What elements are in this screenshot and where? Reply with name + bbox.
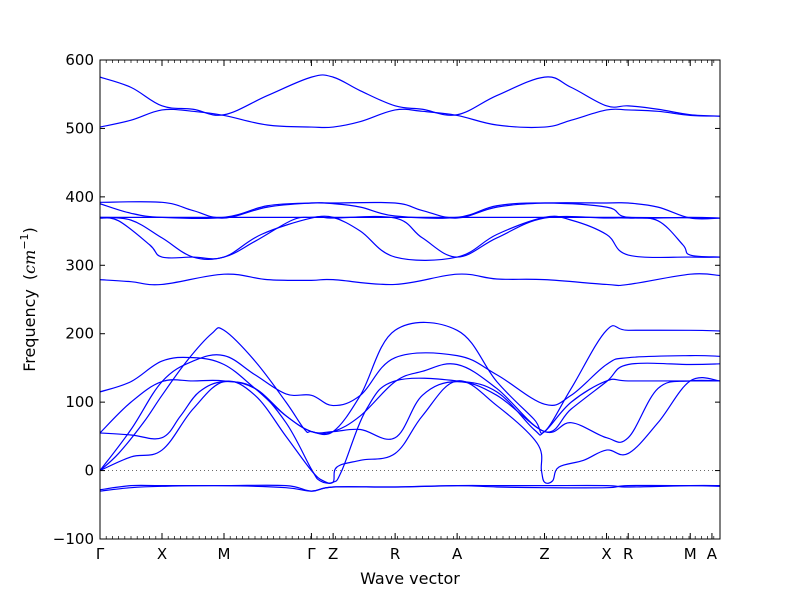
band-line-14 [100, 377, 720, 485]
band-line-13 [100, 377, 720, 484]
y-tick-label: 200 [65, 325, 94, 343]
y-tick-label: 500 [65, 119, 94, 137]
series-group [100, 74, 720, 492]
y-tick-label: 400 [65, 188, 94, 206]
plot-frame [99, 59, 721, 540]
band-line-16 [100, 484, 720, 492]
y-tick-label: 100 [65, 393, 94, 411]
y-ticks: 600 500 400 300 200 100 0 −100 [53, 51, 721, 548]
band-line-10 [100, 352, 720, 471]
band-line-7 [100, 216, 720, 219]
band-line-9 [100, 321, 720, 472]
band-line-11 [100, 356, 720, 435]
y-tick-label: 300 [65, 256, 94, 274]
x-tick-label: Γ [307, 545, 316, 563]
x-tick-label: Z [539, 545, 549, 563]
x-tick-label: Γ [96, 545, 105, 563]
y-axis-unit: cm [20, 250, 39, 274]
band-line-12 [100, 379, 720, 443]
y-axis-label: Frequency (cm−1) [18, 227, 39, 372]
x-tick-label: R [390, 545, 400, 563]
x-tick-label: M [684, 545, 697, 563]
x-tick-label: A [707, 545, 718, 563]
y-axis-unit-exp: −1 [18, 233, 31, 249]
x-axis-label: Wave vector [360, 569, 460, 588]
y-axis-label-text: Frequency [20, 289, 39, 372]
band-line-4 [100, 202, 720, 220]
x-tick-label: M [218, 545, 231, 563]
band-line-6 [100, 215, 720, 260]
x-tick-label: A [452, 545, 463, 563]
y-tick-label: 0 [84, 462, 94, 480]
band-line-1 [100, 74, 720, 117]
band-line-8 [100, 273, 720, 287]
zero-line-group [100, 470, 720, 471]
x-tick-label: X [601, 545, 611, 563]
y-axis-label-close: ) [20, 227, 39, 233]
x-tick-label: Z [328, 545, 338, 563]
y-axis-label-open: ( [20, 274, 39, 280]
x-tick-label: X [157, 545, 167, 563]
y-tick-label: 600 [65, 51, 94, 69]
band-line-5 [100, 215, 720, 261]
x-tick-label: R [623, 545, 633, 563]
band-line-3 [100, 201, 720, 220]
band-line-2 [100, 108, 720, 129]
y-tick-label: −100 [53, 530, 94, 548]
